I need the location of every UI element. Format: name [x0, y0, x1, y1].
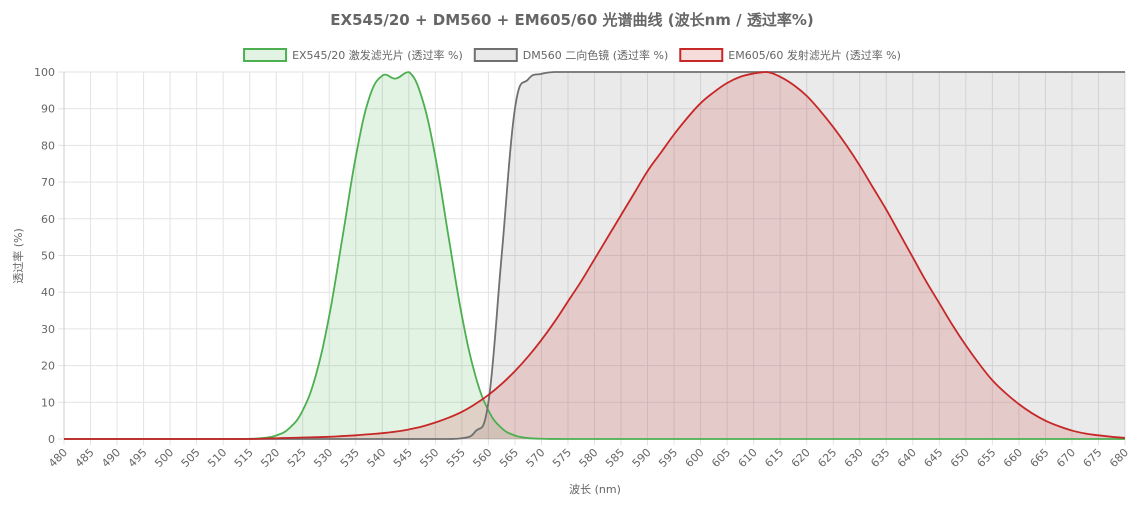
y-tick-label: 50 [41, 250, 55, 263]
x-tick-label: 495 [126, 446, 150, 470]
y-tick-label: 60 [41, 213, 55, 226]
x-tick-label: 675 [1081, 446, 1105, 470]
x-tick-label: 510 [205, 446, 229, 470]
x-tick-label: 485 [73, 446, 97, 470]
x-tick-label: 600 [683, 446, 707, 470]
x-axis-label: 波长 (nm) [569, 483, 621, 496]
x-tick-label: 500 [152, 446, 176, 470]
x-tick-label: 545 [391, 446, 415, 470]
y-tick-label: 0 [48, 433, 55, 446]
x-tick-label: 680 [1107, 446, 1131, 470]
x-tick-label: 605 [709, 446, 733, 470]
series-lines [64, 71, 1126, 440]
series-fills [64, 72, 1125, 439]
legend-label: EX545/20 激发滤光片 (透过率 %) [292, 48, 463, 62]
x-tick-label: 640 [895, 446, 919, 470]
series-area-1 [64, 72, 1125, 439]
legend-item-1[interactable]: DM560 二向色镜 (透过率 %) [473, 48, 668, 62]
x-tick-label: 645 [921, 446, 945, 470]
y-tick-label: 10 [41, 396, 55, 409]
x-tick-label: 585 [603, 446, 627, 470]
legend-label: DM560 二向色镜 (透过率 %) [523, 48, 668, 62]
x-tick-label: 535 [338, 446, 362, 470]
legend-label: EM605/60 发射滤光片 (透过率 %) [728, 48, 901, 62]
x-tick-label: 540 [364, 446, 388, 470]
x-axis-ticks: 480 485 490 495 500 505 510 515 520 525 530 535 540 5… [46, 446, 1131, 470]
legend-swatch [243, 48, 288, 62]
x-tick-label: 550 [417, 446, 441, 470]
x-tick-label: 590 [630, 446, 654, 470]
x-tick-label: 480 [46, 446, 70, 470]
chart-title: EX545/20 + DM560 + EM605/60 光谱曲线 (波长nm /… [330, 11, 813, 29]
x-tick-label: 620 [789, 446, 813, 470]
y-tick-label: 70 [41, 176, 55, 189]
y-tick-label: 80 [41, 139, 55, 152]
x-tick-label: 520 [258, 446, 282, 470]
series-area-2 [64, 72, 1125, 439]
legend-item-2[interactable]: EM605/60 发射滤光片 (透过率 %) [679, 48, 901, 62]
x-tick-label: 490 [99, 446, 123, 470]
x-tick-label: 570 [524, 446, 548, 470]
series-line-2 [64, 71, 1126, 440]
x-tick-label: 650 [948, 446, 972, 470]
y-tick-label: 20 [41, 360, 55, 373]
legend-item-0[interactable]: EX545/20 激发滤光片 (透过率 %) [243, 48, 463, 62]
x-tick-label: 575 [550, 446, 574, 470]
legend-swatch [679, 48, 724, 62]
x-tick-label: 530 [311, 446, 335, 470]
x-tick-label: 670 [1054, 446, 1078, 470]
x-tick-label: 660 [1001, 446, 1025, 470]
x-tick-label: 525 [285, 446, 309, 470]
x-tick-label: 505 [179, 446, 203, 470]
y-tick-label: 90 [41, 103, 55, 116]
x-tick-label: 625 [815, 446, 839, 470]
series-area-0 [64, 72, 1125, 439]
y-axis-ticks: 0 10 20 30 40 50 60 70 80 90 100 [34, 66, 55, 446]
legend: EX545/20 激发滤光片 (透过率 %) DM560 二向色镜 (透过率 %)… [243, 48, 901, 62]
y-tick-label: 30 [41, 323, 55, 336]
x-tick-label: 565 [497, 446, 521, 470]
grid [58, 71, 1126, 445]
y-tick-label: 40 [41, 286, 55, 299]
x-tick-label: 615 [762, 446, 786, 470]
legend-swatch [473, 48, 518, 62]
x-tick-label: 635 [868, 446, 892, 470]
x-tick-label: 610 [736, 446, 760, 470]
x-tick-label: 560 [470, 446, 494, 470]
x-tick-label: 665 [1028, 446, 1052, 470]
y-axis-label: 透过率 (%) [11, 228, 25, 284]
y-tick-label: 100 [34, 66, 55, 79]
x-tick-label: 630 [842, 446, 866, 470]
x-tick-label: 515 [232, 446, 256, 470]
x-tick-label: 555 [444, 446, 468, 470]
x-tick-label: 655 [974, 446, 998, 470]
x-tick-label: 595 [656, 446, 680, 470]
x-tick-label: 580 [577, 446, 601, 470]
